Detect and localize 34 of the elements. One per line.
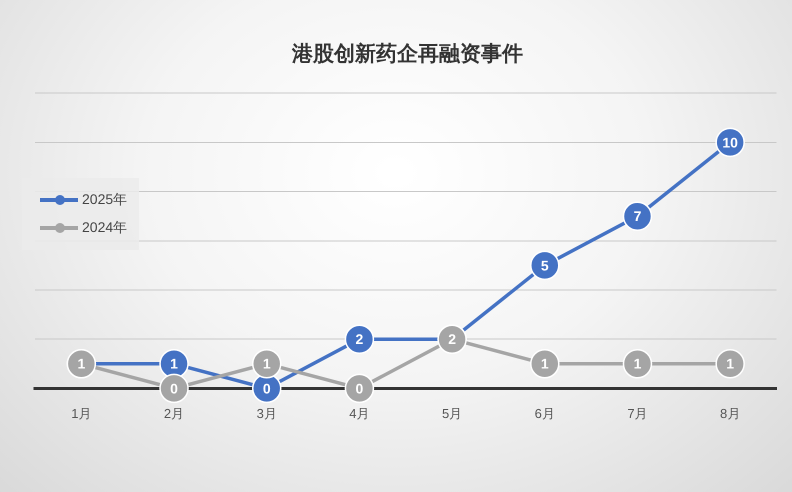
data-label: 10 (722, 134, 738, 150)
point (530, 349, 560, 379)
legend-label: 2024年 (82, 219, 128, 237)
data-label: 0 (262, 380, 271, 396)
x-tick-label: 8月 (720, 406, 740, 421)
legend-label: 2025年 (82, 191, 128, 209)
chart-title: 港股创新药企再融资事件 (291, 41, 523, 66)
data-label: 1 (634, 356, 642, 372)
x-tick-label: 3月 (256, 406, 277, 421)
data-label: 0 (356, 380, 364, 396)
x-tick-label: 7月 (627, 406, 648, 421)
data-label: 2 (356, 331, 364, 348)
data-label: 1 (726, 356, 734, 372)
x-tick-label: 2月 (164, 406, 184, 421)
data-label: 7 (634, 208, 642, 224)
data-label: 5 (540, 257, 549, 274)
data-label: 1 (540, 356, 549, 372)
x-tick-label: 5月 (442, 406, 462, 421)
point (344, 324, 374, 354)
point (252, 349, 282, 379)
point (344, 374, 374, 404)
x-tick-label: 6月 (534, 406, 555, 421)
data-label: 2 (448, 331, 456, 348)
point (530, 250, 560, 280)
data-label: 1 (77, 356, 86, 372)
point (159, 374, 189, 404)
point (622, 201, 652, 231)
data-label: 1 (170, 356, 178, 372)
x-tick-label: 4月 (349, 406, 370, 421)
data-label: 0 (170, 380, 178, 396)
point (715, 349, 745, 379)
x-tick-label: 1月 (71, 406, 92, 421)
data-label: 1 (262, 356, 271, 372)
point (622, 349, 652, 379)
